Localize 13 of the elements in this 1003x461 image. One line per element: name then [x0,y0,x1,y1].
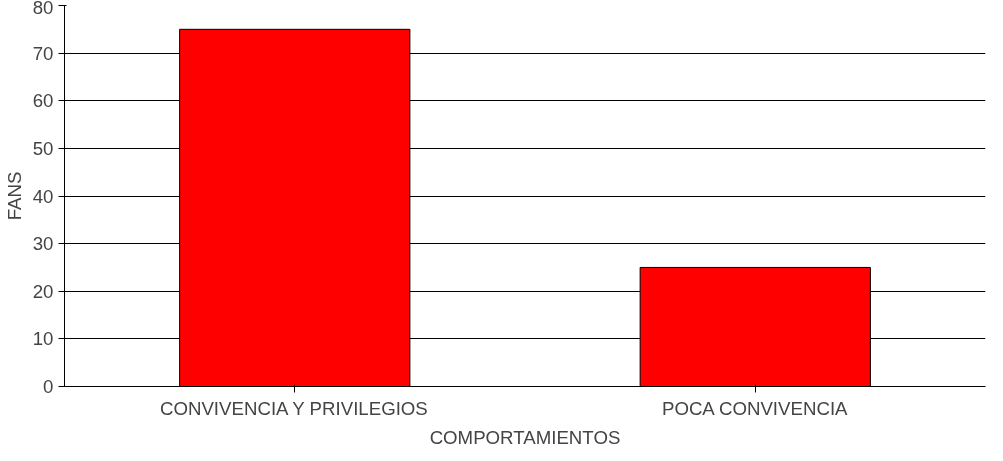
x-tick-label: CONVIVENCIA Y PRIVILEGIOS [159,397,428,419]
y-tick-label: 80 [32,0,54,18]
x-axis-title: COMPORTAMIENTOS [429,426,621,448]
y-tick-label: 40 [32,185,54,207]
y-tick-label: 70 [32,42,54,64]
y-tick-label: 30 [32,233,54,255]
y-tick-label: 20 [32,280,54,302]
y-axis-title: FANS [3,171,25,221]
y-tick-label: 60 [32,90,54,112]
y-tick-label: 0 [43,376,54,397]
y-tick-label: 10 [32,328,54,350]
y-tick-label: 50 [32,137,54,159]
x-tick-label: POCA CONVIVENCIA [661,397,849,419]
